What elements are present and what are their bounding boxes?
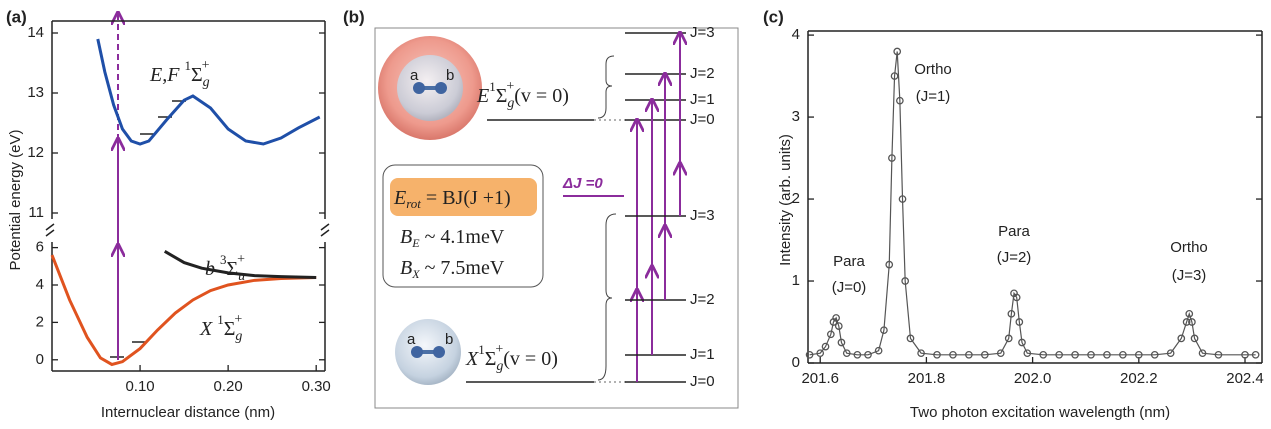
panel-label: (b) [343,7,365,26]
y-tick-label: 2 [792,190,800,207]
panel-label: (c) [763,7,784,26]
rotational-steps [110,101,186,357]
state-label: X1Σg+(v = 0) [465,342,558,374]
data-line [98,39,320,144]
x-axis-label: Internuclear distance (nm) [101,404,275,421]
annotation: (J=2) [997,249,1032,266]
y-axis-label: Potential energy (eV) [7,130,24,271]
x-tick-label: 202.4 [1226,370,1264,387]
atom-label: a [407,331,416,348]
label-part: + [202,58,210,73]
label-part: E,F [149,64,184,86]
x-tick-label: 202.0 [1014,370,1052,387]
label-part: = BJ(J +1) [421,187,511,209]
y-tick-label: 11 [28,204,44,221]
label-part: E [476,85,489,107]
figure: (a) Potential energy (eV) Internuclear d… [0,0,1271,429]
x-tick-label: 0.30 [302,378,331,395]
x-tick-label: 201.8 [908,370,946,387]
annotation: Ortho [914,61,952,78]
x-tick-label: 202.2 [1120,370,1158,387]
level-label: J=0 [690,373,715,390]
y-tick-label: 4 [36,276,44,293]
y-tick-label: 2 [36,313,44,330]
y-tick-label: 13 [27,84,44,101]
data-line [810,51,1256,354]
atom-label: a [410,67,419,84]
y-tick-label: 0 [792,354,800,371]
x-tick-label: 0.10 [125,378,154,395]
level-label: J=2 [690,291,715,308]
x-tick-label: 0.20 [214,378,243,395]
y-tick-label: 6 [36,239,44,256]
x-axis-label: Two photon excitation wavelength (nm) [910,404,1170,421]
level-label: J=0 [690,111,715,128]
label-part: + [234,312,242,327]
label-part: + [506,79,514,94]
y-tick-label: 12 [27,144,44,161]
label-part: E [393,187,406,209]
level-label: J=1 [690,91,715,108]
label-part: X [465,348,479,370]
y-tick-label: 1 [792,272,800,289]
label-part: + [237,252,245,267]
label-part: B [400,257,412,279]
label-part: rot [406,196,421,211]
panel-label: (a) [6,7,27,26]
level-label: J=3 [690,207,715,224]
label-part: g [235,329,242,344]
label-part: B [400,226,412,248]
label-part: g [203,75,210,90]
label-part: + [495,342,503,357]
brace [598,56,616,380]
label-part: (v = 0) [503,348,558,370]
annotation: (J=3) [1172,267,1207,284]
y-tick-label: 0 [36,351,44,368]
atom-label: b [446,67,454,84]
level-label: J=1 [690,346,715,363]
curve-label: b 3Σu+ [205,252,245,284]
atom-label: b [445,331,453,348]
label-part: ~ 4.1meV [420,226,505,248]
annotation: Ortho [1170,239,1208,256]
x-tick-label: 201.6 [801,370,839,387]
annotation: Para [998,223,1030,240]
curve-label: E,F 1Σg+ [149,58,210,90]
annotation: Para [833,253,865,270]
level-label: J=3 [690,24,715,41]
level-label: J=2 [690,65,715,82]
state-label: E1Σg+(v = 0) [476,79,569,111]
y-tick-label: 3 [792,108,800,125]
axis-break [46,224,329,236]
label-part: X [199,318,217,340]
selection-rule: ΔJ =0 [562,175,603,192]
data-line [52,255,316,364]
annotation: (J=0) [832,279,867,296]
levels: J=0 J=1 J=2 J=3 J=0 J=1 J=2 J=3 [625,24,715,390]
curve-label: X 1Σg+ [199,312,242,344]
label-part: ~ 7.5meV [420,257,505,279]
y-tick-label: 14 [27,24,44,41]
y-tick-label: 4 [792,26,800,43]
annotation: (J=1) [916,88,951,105]
label-part: (v = 0) [514,85,569,107]
